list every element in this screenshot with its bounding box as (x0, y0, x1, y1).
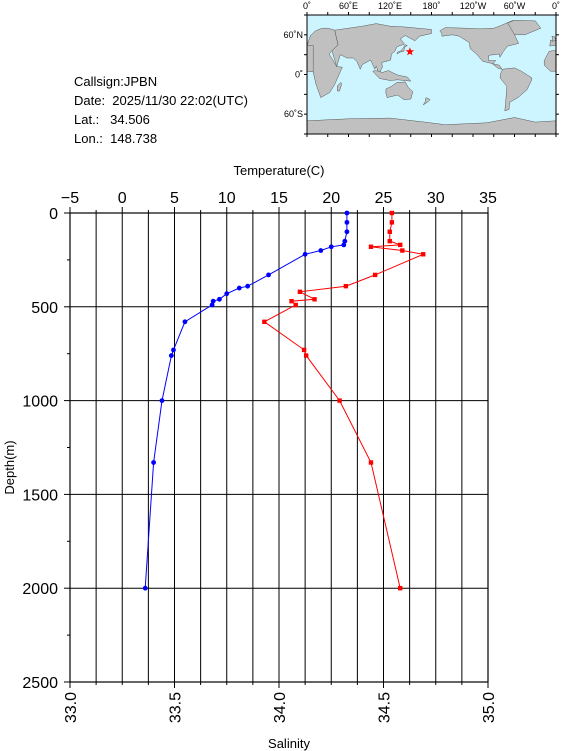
lat-text: Lat.: 34.506 (74, 112, 150, 127)
salinity-point (301, 347, 307, 353)
salinity-point (398, 242, 403, 248)
temperature-point (171, 347, 176, 353)
land-north-america (439, 19, 519, 70)
top-axis-ticks (69, 207, 489, 213)
temperature-tick-label: 10 (218, 190, 236, 207)
salinity-tick-label: 33.0 (63, 692, 80, 723)
callsign-text: Callsign:JPBN (74, 74, 158, 89)
land-madagascar (337, 81, 342, 92)
lon-text: Lon.: 148.738 (74, 131, 158, 146)
temperature-point (245, 283, 251, 289)
salinity-point (387, 229, 392, 234)
land-south-america (499, 67, 533, 112)
temperature-tick-label: 35 (479, 190, 497, 207)
depth-axis-label: Depth(m) (2, 440, 17, 494)
land-asia (331, 23, 432, 75)
land-newzealand (422, 97, 431, 106)
salinity-point (343, 283, 349, 289)
map-lon-label: 120˚E (378, 1, 402, 11)
depth-tick-label: 1000 (22, 394, 58, 411)
temperature-point (217, 296, 222, 302)
depth-tick-label: 0 (49, 206, 58, 223)
station-marker-icon (405, 47, 415, 56)
temperature-tick-label: 0 (118, 190, 127, 207)
salinity-point (289, 298, 294, 304)
land-australia (385, 81, 414, 100)
map-lat-label: 60˚N (283, 30, 303, 40)
depth-tick-label: 1500 (22, 487, 58, 504)
temperature-point (342, 238, 348, 244)
temperature-tick-label: 5 (170, 190, 179, 207)
temperature-point (224, 291, 230, 297)
map-land (306, 19, 557, 135)
bottom-axis-ticks (69, 682, 489, 688)
temperature-tick-label: −5 (61, 190, 79, 207)
depth-tick-label: 2500 (22, 675, 58, 692)
salinity-point (389, 210, 395, 216)
left-axis-ticks (64, 212, 70, 683)
temperature-point (341, 242, 347, 248)
map-lon-label: 60˚E (339, 1, 358, 11)
temperature-point (168, 353, 174, 358)
salinity-point (293, 302, 298, 308)
salinity-point (368, 244, 374, 249)
map-lat-label: 0˚ (295, 70, 303, 80)
salinity-tick-label: 35.0 (481, 692, 498, 723)
salinity-tick-label: 34.5 (377, 692, 394, 723)
map-frame-ticks (304, 12, 559, 137)
date-text: Date: 2025/11/30 22:02(UTC) (74, 93, 248, 108)
temperature-point (236, 285, 242, 291)
depth-tick-label: 500 (31, 300, 58, 317)
salinity-point (400, 248, 405, 253)
depth-tick-label: 2000 (22, 581, 58, 598)
temperature-point (344, 219, 350, 225)
temperature-point (344, 229, 350, 235)
salinity-point (421, 252, 426, 257)
map-lon-label: 0˚ (552, 1, 560, 11)
temperature-tick-label: 30 (427, 190, 445, 207)
salinity-point (303, 353, 309, 358)
temperature-point (266, 272, 271, 278)
temperature-point (344, 210, 350, 216)
temperature-point (328, 244, 334, 250)
salinity-point (297, 289, 303, 294)
land-japan (396, 44, 408, 55)
temperature-tick-label: 15 (270, 190, 288, 207)
temperature-point (210, 298, 216, 304)
land-indonesia (372, 70, 412, 82)
map-lon-label: 120˚W (460, 1, 487, 11)
temperature-tick-label: 20 (322, 190, 340, 207)
temperature-point (182, 319, 188, 325)
chart-grid (70, 213, 488, 682)
map-lat-label: 60˚S (284, 109, 303, 119)
temperature-point (209, 302, 215, 308)
temperature-point (151, 460, 157, 465)
salinity-point (372, 272, 378, 278)
salinity-tick-label: 33.5 (168, 692, 185, 723)
temperature-point (302, 251, 308, 257)
land-uk (551, 35, 557, 42)
salinity-axis-label: Salinity (268, 736, 310, 751)
salinity-point (398, 586, 403, 591)
temperature-point (318, 248, 324, 253)
temperature-point (159, 398, 165, 403)
land-africa-europe-east (306, 27, 343, 98)
location-map: 0˚ 60˚E 120˚E 180˚ 120˚W 60˚W 0˚ 60˚N 0˚ 60˚S (283, 1, 560, 137)
salinity-point (389, 220, 395, 225)
salinity-point (387, 238, 392, 244)
land-greenland (507, 20, 542, 36)
temperature-point (142, 585, 148, 591)
temperature-tick-label: 25 (375, 190, 393, 207)
salinity-tick-label: 34.0 (272, 692, 289, 723)
map-lon-label: 60˚W (504, 1, 526, 11)
salinity-point (262, 319, 267, 325)
map-lon-label: 0˚ (303, 1, 311, 11)
salinity-point (368, 460, 374, 465)
salinity-point (337, 398, 342, 403)
salinity-point (312, 297, 317, 302)
map-lon-label: 180˚ (422, 1, 440, 11)
temperature-axis-label: Temperature(C) (233, 163, 324, 178)
station-info: Callsign:JPBN Date: 2025/11/30 22:02(UTC… (74, 72, 248, 148)
